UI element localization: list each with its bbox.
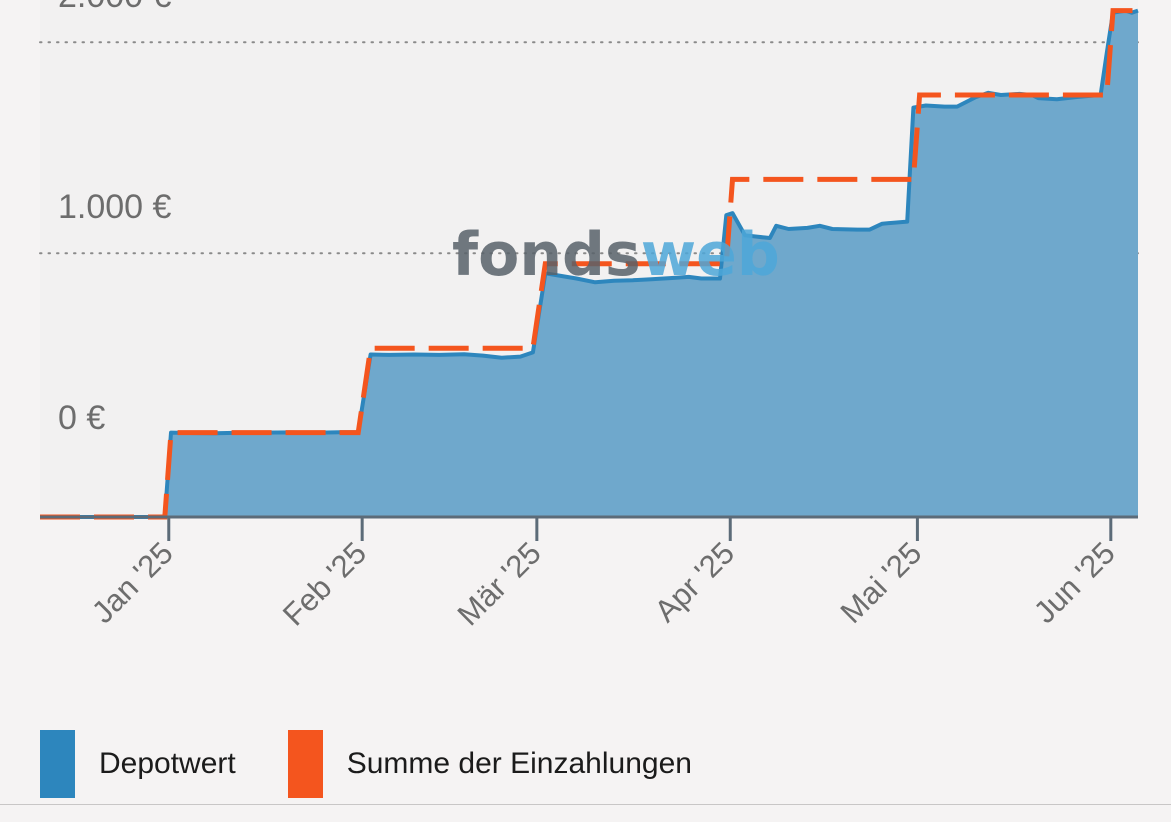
legend-label-depotwert: Depotwert	[99, 747, 236, 780]
bottom-divider	[0, 804, 1171, 805]
x-tick-label: Mär '25	[451, 535, 548, 632]
legend-swatch-einzahlungen	[287, 730, 323, 798]
series-area-depotwert	[40, 10, 1138, 517]
legend-item-depotwert[interactable]: Depotwert	[40, 730, 236, 798]
y-tick-label: 0 €	[58, 399, 105, 437]
x-tick-label: Jun '25	[1027, 535, 1122, 630]
x-tick-label: Feb '25	[276, 535, 373, 632]
y-tick-label: 1.000 €	[58, 188, 172, 226]
legend-label-einzahlungen: Summe der Einzahlungen	[346, 747, 692, 780]
legend-item-einzahlungen[interactable]: Summe der Einzahlungen	[287, 730, 692, 798]
legend-swatch-depotwert	[40, 730, 75, 798]
series-line-einzahlungen	[40, 8, 1138, 520]
x-tick-label: Jan '25	[85, 535, 180, 630]
x-tick-label: Mai '25	[834, 535, 929, 630]
chart-legend: Depotwert Summe der Einzahlungen	[40, 730, 744, 798]
y-tick-label: 2.000 €	[58, 0, 172, 15]
x-tick-label: Apr '25	[648, 535, 742, 629]
watermark-logo: fondsweb	[452, 220, 780, 290]
